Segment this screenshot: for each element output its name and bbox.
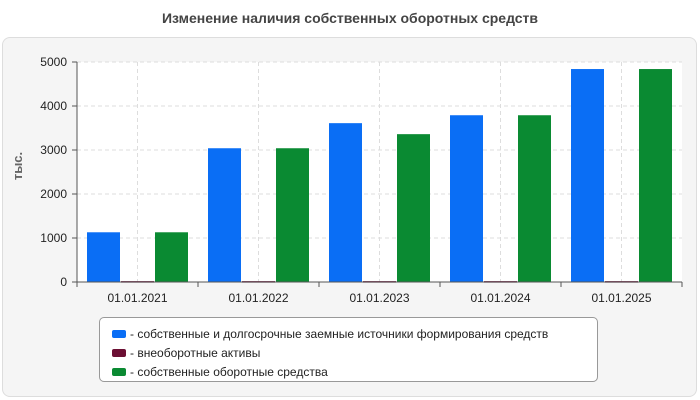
y-tick-label: 3000 (40, 143, 67, 157)
x-tick-label: 01.01.2025 (591, 291, 651, 305)
legend-swatch-own-working-capital (112, 367, 126, 376)
y-tick-label: 5000 (40, 55, 67, 69)
bar (518, 115, 551, 283)
x-tick-label: 01.01.2022 (228, 291, 288, 305)
bar (450, 115, 483, 283)
legend-label: - внеоборотные активы (130, 345, 261, 360)
y-tick-label: 1000 (40, 231, 67, 245)
legend-item: - собственные и долгосрочные заемные ист… (112, 324, 597, 343)
bar (571, 69, 604, 282)
x-tick-label: 01.01.2023 (349, 291, 409, 305)
legend-label: - собственные оборотные средства (130, 364, 328, 379)
x-tick-label: 01.01.2024 (470, 291, 530, 305)
bars (87, 69, 672, 283)
bar (208, 148, 241, 282)
legend-swatch-own-and-longterm (112, 329, 126, 338)
bar (397, 134, 430, 282)
chart-title: Изменение наличия собственных оборотных … (161, 10, 539, 26)
y-tick-label: 0 (60, 275, 67, 289)
legend-label: - собственные и долгосрочные заемные ист… (130, 326, 549, 341)
bar (87, 232, 120, 282)
bar (276, 148, 309, 282)
legend-item: - внеоборотные активы (112, 343, 597, 362)
axis-labels: 0 1000 2000 3000 4000 5000 01.01.2021 01.01.202… (40, 55, 652, 305)
legend-item: - собственные оборотные средства (112, 362, 597, 381)
y-axis-label: тыс. (10, 152, 25, 180)
y-tick-label: 4000 (40, 99, 67, 113)
bar (639, 69, 672, 282)
bar (329, 123, 362, 282)
y-tick-label: 2000 (40, 187, 67, 201)
axes (72, 61, 683, 287)
x-tick-label: 01.01.2021 (107, 291, 167, 305)
bar (155, 232, 188, 282)
legend: - собственные и долгосрочные заемные ист… (99, 317, 598, 382)
legend-swatch-noncurrent-assets (112, 348, 126, 357)
